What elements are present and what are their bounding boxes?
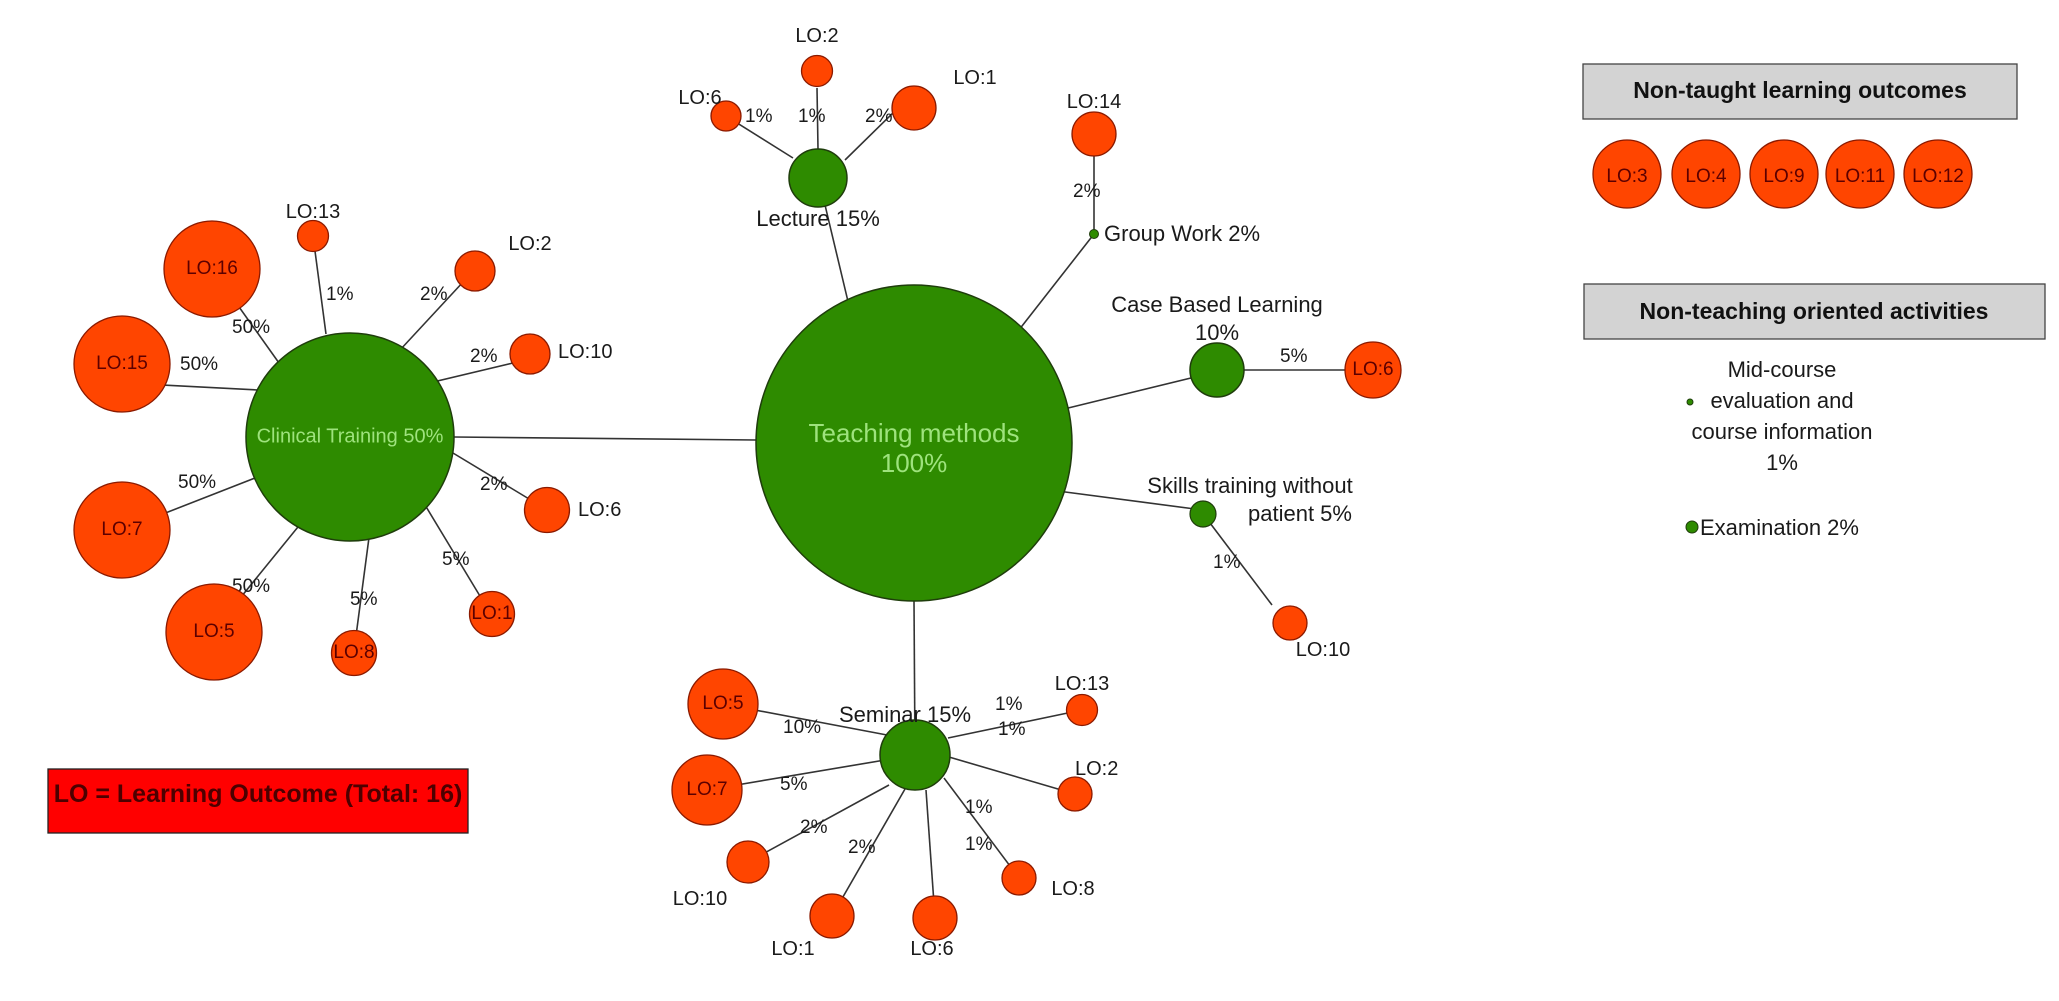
svg-text:patient 5%: patient 5% (1248, 501, 1352, 526)
svg-text:LO:3: LO:3 (1606, 166, 1647, 187)
svg-text:LO:7: LO:7 (686, 779, 727, 800)
svg-text:Non-teaching oriented activiti: Non-teaching oriented activities (1640, 298, 1989, 324)
svg-text:LO:8: LO:8 (333, 642, 374, 663)
svg-text:5%: 5% (1280, 346, 1308, 367)
svg-text:50%: 50% (178, 472, 216, 493)
svg-text:Examination 2%: Examination 2% (1700, 515, 1859, 540)
svg-text:LO:1: LO:1 (953, 67, 996, 89)
svg-text:LO:2: LO:2 (1075, 758, 1118, 780)
svg-text:LO:2: LO:2 (508, 233, 551, 255)
svg-text:5%: 5% (780, 774, 808, 795)
svg-text:LO:14: LO:14 (1067, 91, 1121, 113)
svg-text:1%: 1% (1213, 552, 1241, 573)
svg-text:1%: 1% (965, 797, 993, 818)
svg-text:5%: 5% (442, 549, 470, 570)
svg-text:LO:6: LO:6 (910, 938, 953, 960)
svg-text:100%: 100% (881, 448, 948, 478)
svg-text:LO:1: LO:1 (771, 938, 814, 960)
svg-text:course information: course information (1692, 419, 1873, 444)
svg-text:1%: 1% (326, 284, 354, 305)
svg-text:Non-taught learning outcomes: Non-taught learning outcomes (1633, 77, 1967, 103)
svg-text:2%: 2% (470, 346, 498, 367)
svg-text:LO:1: LO:1 (471, 603, 512, 624)
svg-text:Lecture 15%: Lecture 15% (756, 206, 880, 231)
svg-text:LO:13: LO:13 (286, 201, 340, 223)
svg-text:LO:5: LO:5 (702, 693, 743, 714)
svg-text:2%: 2% (800, 817, 828, 838)
svg-text:1%: 1% (998, 719, 1026, 740)
svg-text:LO:13: LO:13 (1055, 673, 1109, 695)
svg-text:Seminar 15%: Seminar 15% (839, 702, 971, 727)
svg-text:5%: 5% (350, 589, 378, 610)
svg-text:LO:2: LO:2 (795, 25, 838, 47)
svg-text:2%: 2% (1073, 181, 1101, 202)
svg-text:LO:10: LO:10 (673, 888, 727, 910)
svg-text:1%: 1% (798, 106, 826, 127)
svg-text:2%: 2% (480, 474, 508, 495)
svg-text:LO:6: LO:6 (1352, 359, 1393, 380)
svg-text:Group Work 2%: Group Work 2% (1104, 221, 1260, 246)
svg-text:LO:5: LO:5 (193, 621, 234, 642)
svg-text:LO:9: LO:9 (1763, 166, 1804, 187)
svg-text:Clinical Training 50%: Clinical Training 50% (257, 425, 444, 447)
svg-text:LO:4: LO:4 (1685, 166, 1727, 187)
svg-text:2%: 2% (420, 284, 448, 305)
svg-text:10%: 10% (783, 717, 821, 738)
svg-text:LO:8: LO:8 (1051, 878, 1094, 900)
svg-text:1%: 1% (1766, 450, 1798, 475)
svg-text:LO:16: LO:16 (186, 258, 238, 279)
svg-text:50%: 50% (180, 354, 218, 375)
svg-text:LO:12: LO:12 (1912, 166, 1964, 187)
svg-text:1%: 1% (995, 694, 1023, 715)
svg-text:Teaching methods: Teaching methods (808, 418, 1019, 448)
svg-text:1%: 1% (745, 106, 773, 127)
svg-text:LO:10: LO:10 (1296, 639, 1350, 661)
svg-text:LO:11: LO:11 (1835, 166, 1885, 187)
svg-text:LO:6: LO:6 (678, 87, 721, 109)
svg-text:LO:6: LO:6 (578, 499, 621, 521)
svg-text:LO = Learning Outcome (Total:: LO = Learning Outcome (Total: 16) (54, 780, 463, 808)
svg-text:10%: 10% (1195, 320, 1239, 345)
svg-text:evaluation and: evaluation and (1710, 388, 1853, 413)
svg-text:LO:7: LO:7 (101, 519, 142, 540)
svg-text:50%: 50% (232, 317, 270, 338)
svg-text:Case Based Learning: Case Based Learning (1111, 292, 1323, 317)
svg-text:2%: 2% (865, 106, 893, 127)
svg-text:Mid-course: Mid-course (1728, 357, 1837, 382)
svg-text:LO:15: LO:15 (96, 353, 148, 374)
svg-text:2%: 2% (848, 837, 876, 858)
svg-text:1%: 1% (965, 834, 993, 855)
svg-text:Skills training without: Skills training without (1147, 473, 1352, 498)
svg-text:LO:10: LO:10 (558, 341, 612, 363)
